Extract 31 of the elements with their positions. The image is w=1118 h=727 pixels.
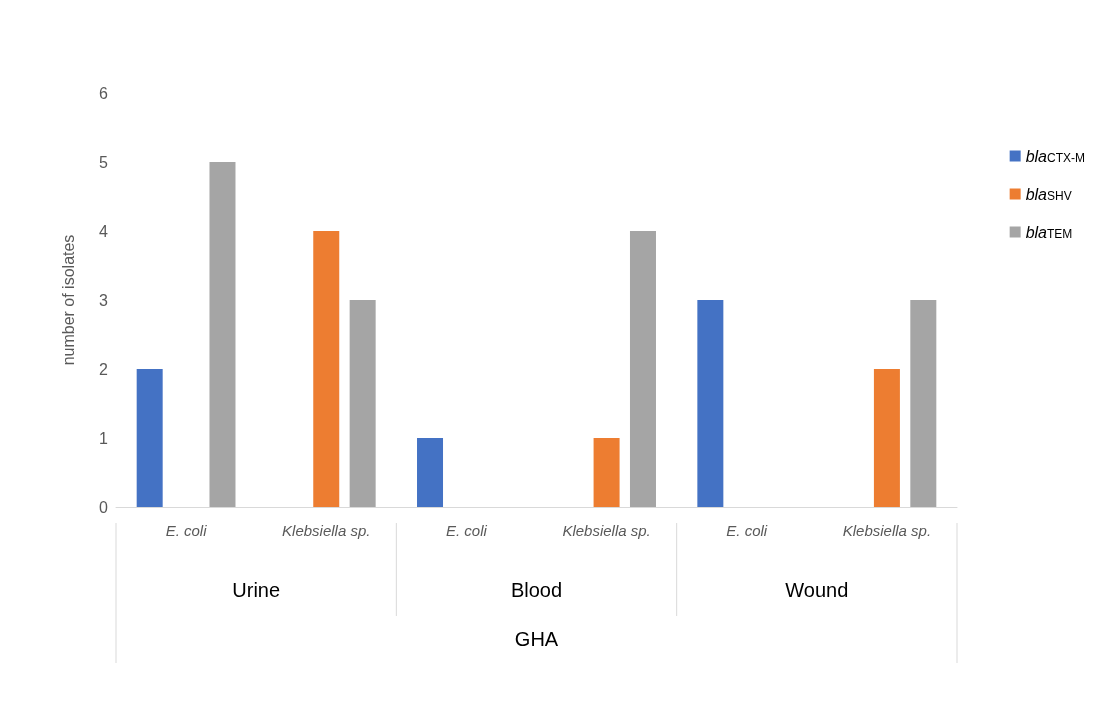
y-axis-title: number of isolates [59, 234, 77, 366]
x-tick-label: Klebsiella sp. [842, 522, 932, 539]
y-tick-label: 1 [99, 429, 109, 447]
y-tick-label: 6 [99, 84, 109, 102]
y-tick-label: 0 [99, 498, 109, 516]
x-axis-title: GHA [514, 628, 559, 650]
bar [697, 300, 724, 507]
bar [910, 300, 937, 507]
bar [417, 438, 444, 507]
text: Blood [510, 579, 563, 601]
y-tick-label: 2 [99, 360, 109, 378]
x-tick-label: Klebsiella sp. [282, 522, 371, 539]
text: Urine [232, 579, 281, 601]
bar [136, 369, 163, 507]
x-tick-label: E. coli [726, 522, 768, 539]
bar [873, 369, 900, 507]
x-tick-label: E. coli [165, 522, 208, 539]
y-tick-label: 3 [99, 291, 109, 309]
legend-label: blaTEM [1025, 223, 1073, 241]
bar [209, 162, 236, 507]
x-tick-label: Klebsiella sp. [562, 522, 651, 539]
x-tick-label: E. coli [445, 522, 488, 539]
text: Wound [785, 579, 849, 601]
bar [629, 231, 656, 507]
y-tick-label: 5 [99, 153, 109, 171]
bar [313, 231, 340, 507]
y-tick-label: 4 [99, 222, 109, 240]
bar [349, 300, 376, 507]
legend-label: blaCTX-M [1025, 147, 1086, 165]
legend-label: blaSHV [1025, 185, 1072, 203]
bar [593, 438, 620, 507]
